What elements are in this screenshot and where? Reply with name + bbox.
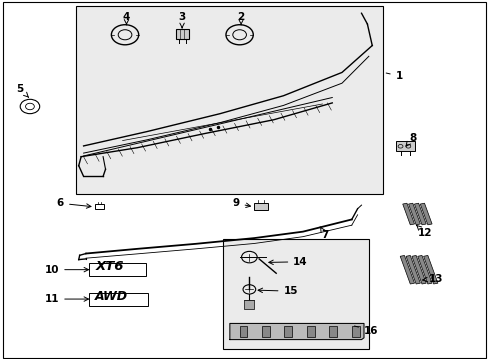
Text: 4: 4 <box>122 12 130 24</box>
Bar <box>239 326 247 337</box>
Bar <box>402 203 414 225</box>
Text: 15: 15 <box>258 286 297 296</box>
Bar <box>417 256 431 284</box>
Text: 11: 11 <box>44 294 88 304</box>
Text: AWD: AWD <box>95 290 128 303</box>
Polygon shape <box>229 323 363 339</box>
Text: 16: 16 <box>354 325 378 336</box>
Bar <box>244 300 254 309</box>
Text: 5: 5 <box>17 84 29 97</box>
Text: 3: 3 <box>178 12 185 28</box>
Bar <box>306 326 314 337</box>
Bar <box>329 326 336 337</box>
Bar <box>254 203 267 211</box>
Text: 9: 9 <box>232 198 250 208</box>
Bar <box>262 326 269 337</box>
Bar <box>411 256 426 284</box>
Text: 7: 7 <box>320 227 328 239</box>
Text: 1: 1 <box>386 71 402 81</box>
Bar <box>95 204 103 210</box>
Text: 8: 8 <box>405 133 415 146</box>
Bar <box>423 256 437 284</box>
Text: 2: 2 <box>237 12 244 24</box>
Text: 13: 13 <box>422 274 443 284</box>
Bar <box>76 6 383 194</box>
Bar <box>176 29 188 39</box>
Bar <box>89 263 145 276</box>
Text: 10: 10 <box>44 265 88 275</box>
Text: XT6: XT6 <box>96 260 124 273</box>
Text: 12: 12 <box>416 225 431 238</box>
Bar <box>351 326 359 337</box>
Text: 6: 6 <box>57 198 91 208</box>
Bar <box>222 239 368 348</box>
Text: 14: 14 <box>268 257 307 267</box>
Bar <box>405 256 420 284</box>
Bar <box>395 141 414 151</box>
Bar <box>399 256 414 284</box>
Bar <box>89 293 148 306</box>
Bar <box>284 326 292 337</box>
Bar <box>408 203 420 225</box>
Bar <box>413 203 426 225</box>
Bar <box>419 203 431 225</box>
